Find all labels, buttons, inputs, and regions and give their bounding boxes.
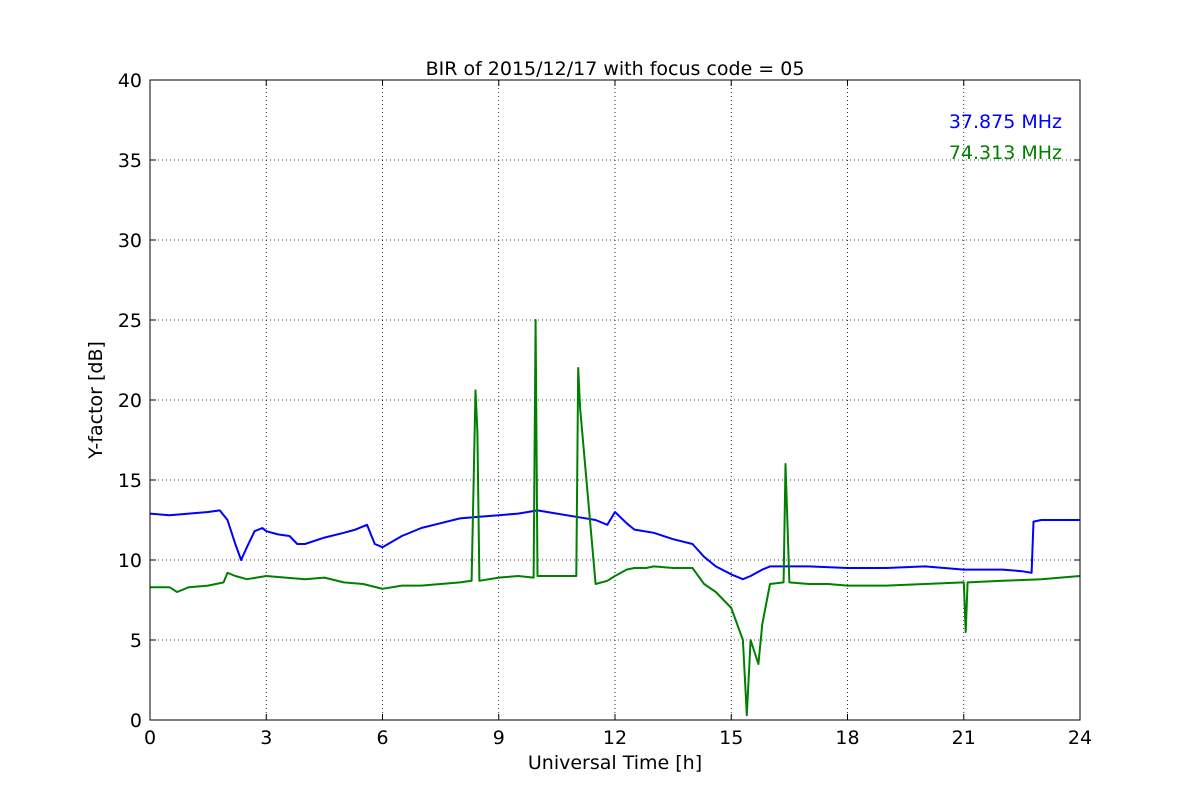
y-tick-label: 40 [118,70,142,92]
axis-ticks: 0 3 6 9 12 15 18 21 24 0 5 10 15 20 25 30 35 40 [118,70,1092,749]
series-layer [149,319,1081,717]
x-tick-label: 18 [835,727,859,749]
legend-entry: 74.313 MHz [949,142,1062,164]
x-tick-label: 12 [603,727,627,749]
y-tick-label: 25 [118,310,142,332]
y-tick-label: 35 [118,150,142,172]
x-tick-label: 0 [144,727,156,749]
y-tick-label: 30 [118,230,142,252]
y-tick-label: 0 [130,710,142,732]
x-tick-label: 21 [952,727,976,749]
grid-lines [150,80,1080,720]
y-tick-label: 20 [118,390,142,412]
chart-title: BIR of 2015/12/17 with focus code = 05 [426,58,805,80]
x-tick-label: 15 [719,727,743,749]
y-tick-label: 15 [118,470,142,492]
y-tick-label: 5 [130,630,142,652]
series-line-74-313-mhz [150,319,1081,717]
x-tick-label: 3 [260,727,272,749]
x-tick-label: 9 [493,727,505,749]
x-tick-label: 24 [1068,727,1092,749]
legend: 37.875 MHz 74.313 MHz [949,111,1062,164]
x-axis-label: Universal Time [h] [528,752,702,774]
series-line-37-875-mhz [149,509,1080,581]
x-tick-label: 6 [376,727,388,749]
legend-entry: 37.875 MHz [949,111,1062,133]
y-tick-label: 10 [118,550,142,572]
y-axis-label: Y-factor [dB] [85,341,107,460]
